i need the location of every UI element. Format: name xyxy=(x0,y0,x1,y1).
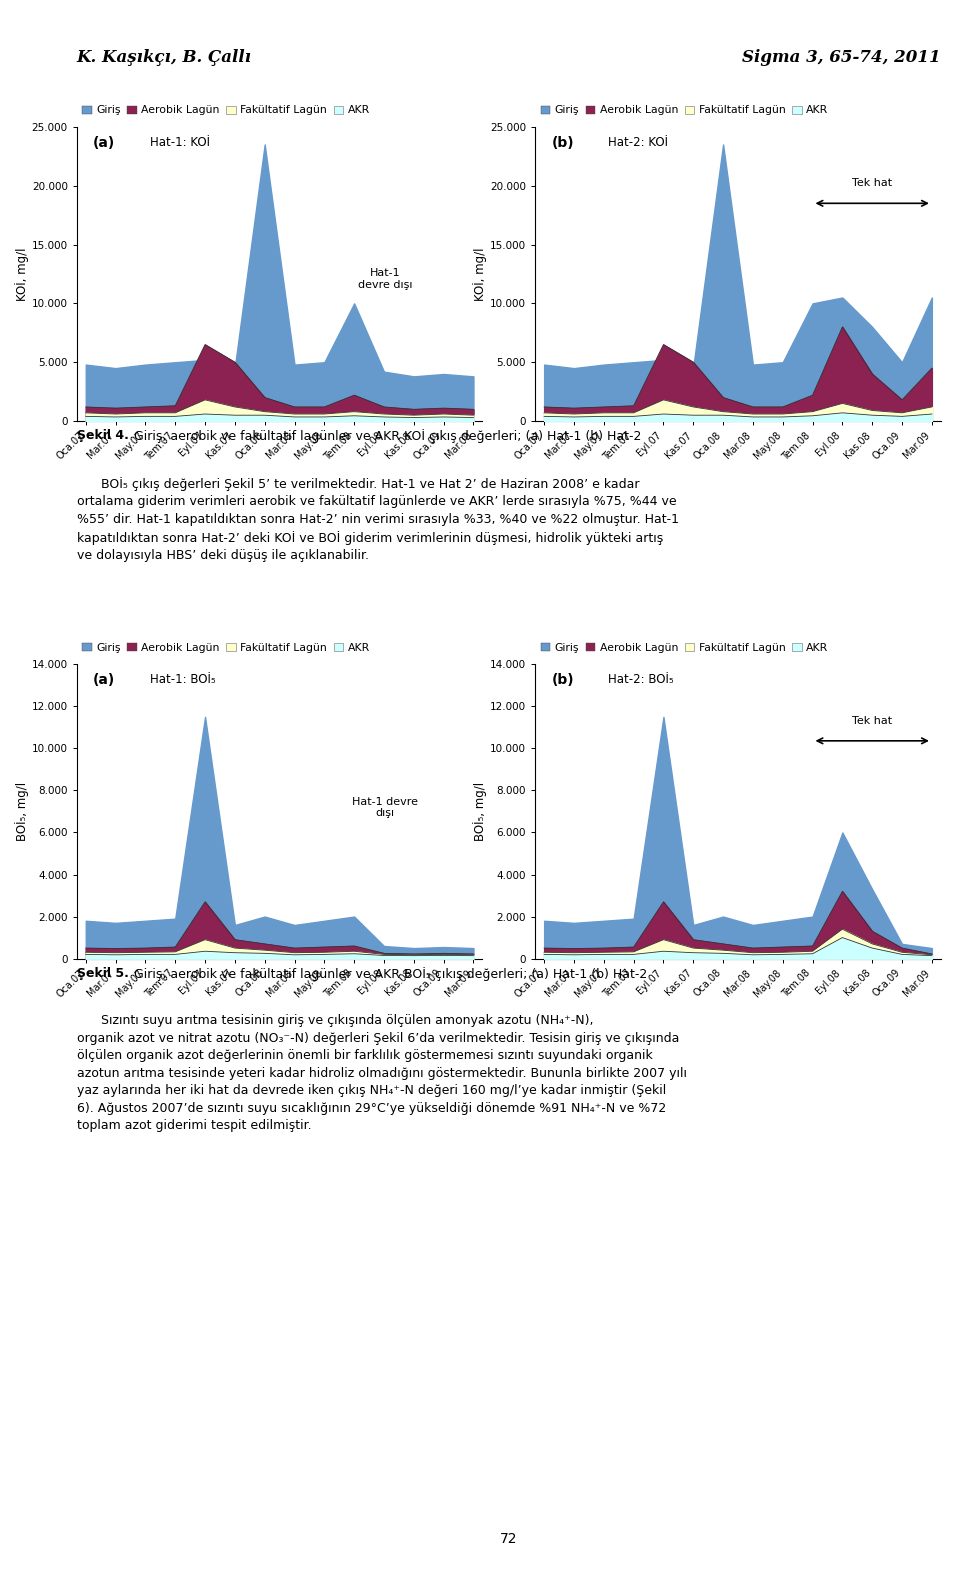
Text: (b): (b) xyxy=(551,136,574,150)
Y-axis label: BOİ₅, mg/l: BOİ₅, mg/l xyxy=(15,782,29,841)
Text: 72: 72 xyxy=(500,1533,517,1546)
Legend: Giriş, Aerobik Lagün, Fakültatif Lagün, AKR: Giriş, Aerobik Lagün, Fakültatif Lagün, … xyxy=(540,643,828,652)
Text: Hat-2: KOİ: Hat-2: KOİ xyxy=(609,136,668,148)
Text: Hat-1 devre
dışı: Hat-1 devre dışı xyxy=(352,798,418,818)
Text: Hat-1
devre dışı: Hat-1 devre dışı xyxy=(358,268,412,290)
Y-axis label: KOİ, mg/l: KOİ, mg/l xyxy=(15,247,29,301)
Text: Hat-2: BOİ₅: Hat-2: BOİ₅ xyxy=(609,673,674,686)
Text: Hat-1: BOİ₅: Hat-1: BOİ₅ xyxy=(150,673,215,686)
Text: Tek hat: Tek hat xyxy=(852,179,892,188)
Text: Giriş, aerobik ve fakültatif lagünler ve AKR BOİ₅ çıkış değerleri; (a) Hat-1 (b): Giriş, aerobik ve fakültatif lagünler ve… xyxy=(131,967,648,981)
Legend: Giriş, Aerobik Lagün, Fakültatif Lagün, AKR: Giriş, Aerobik Lagün, Fakültatif Lagün, … xyxy=(540,105,828,115)
Legend: Giriş, Aerobik Lagün, Fakültatif Lagün, AKR: Giriş, Aerobik Lagün, Fakültatif Lagün, … xyxy=(83,643,370,652)
Text: Giriş, aerobik ve fakültatif lagünler ve AKR KOİ çıkış değerleri; (a) Hat-1 (b) : Giriş, aerobik ve fakültatif lagünler ve… xyxy=(131,429,641,443)
Text: (b): (b) xyxy=(551,673,574,687)
Text: Sigma 3, 65-74, 2011: Sigma 3, 65-74, 2011 xyxy=(742,49,941,65)
Text: BOİ₅ çıkış değerleri Şekil 5’ te verilmektedir. Hat-1 ve Hat 2’ de Haziran 2008’: BOİ₅ çıkış değerleri Şekil 5’ te verilme… xyxy=(77,477,679,563)
Text: Tek hat: Tek hat xyxy=(852,716,892,726)
Legend: Giriş, Aerobik Lagün, Fakültatif Lagün, AKR: Giriş, Aerobik Lagün, Fakültatif Lagün, … xyxy=(83,105,370,115)
Y-axis label: BOİ₅, mg/l: BOİ₅, mg/l xyxy=(473,782,488,841)
Text: Şekil 4.: Şekil 4. xyxy=(77,429,129,442)
Text: Şekil 5.: Şekil 5. xyxy=(77,967,129,979)
Text: K. Kaşıkçı, B. Çallı: K. Kaşıkçı, B. Çallı xyxy=(77,49,252,65)
Text: Hat-1: KOİ: Hat-1: KOİ xyxy=(150,136,210,148)
Text: Sızıntı suyu arıtma tesisinin giriş ve çıkışında ölçülen amonyak azotu (NH₄⁺-N),: Sızıntı suyu arıtma tesisinin giriş ve ç… xyxy=(77,1014,686,1132)
Text: (a): (a) xyxy=(93,673,115,687)
Text: (a): (a) xyxy=(93,136,115,150)
Y-axis label: KOİ, mg/l: KOİ, mg/l xyxy=(473,247,488,301)
